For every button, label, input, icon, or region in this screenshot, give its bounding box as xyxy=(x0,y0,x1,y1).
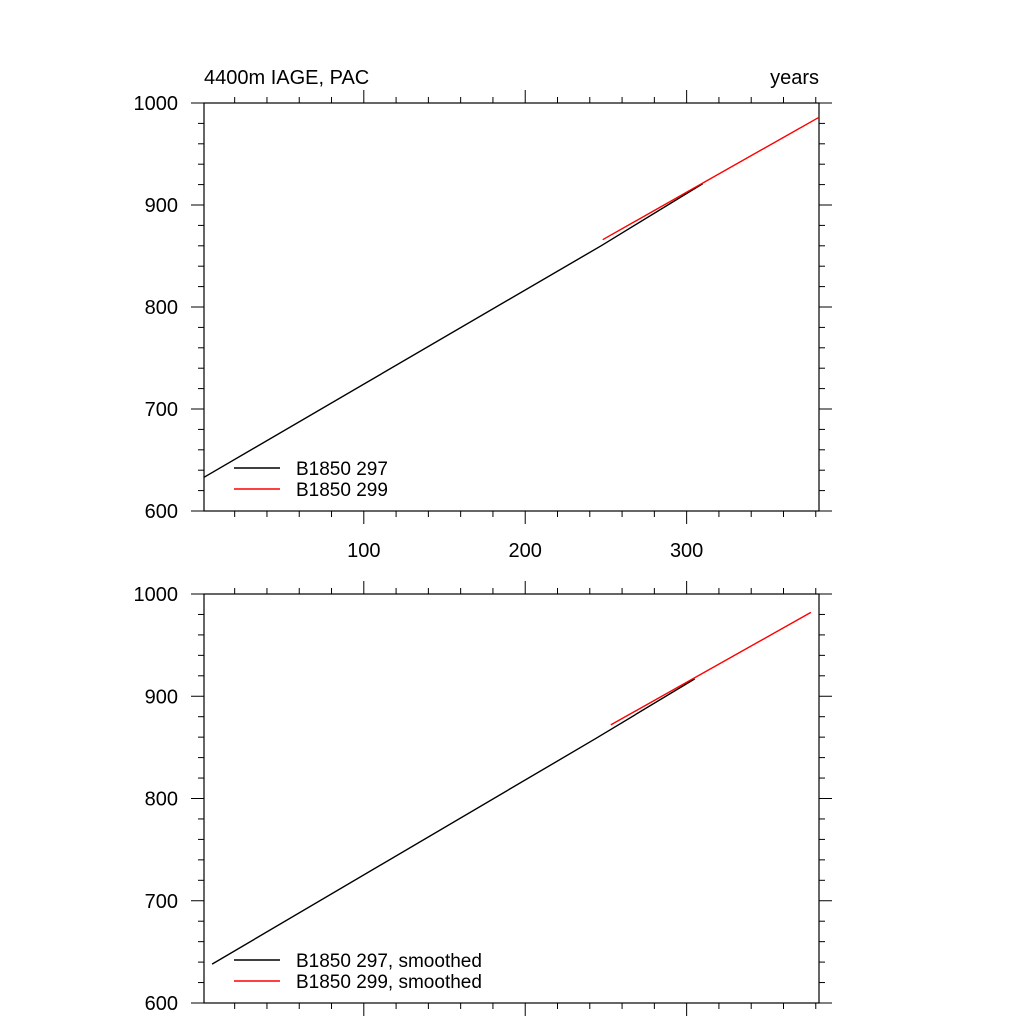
y-tick-label: 700 xyxy=(145,891,178,913)
series-line-2 xyxy=(610,611,812,726)
x-tick-label: 200 xyxy=(509,540,542,562)
y-tick-label: 600 xyxy=(145,501,178,523)
y-tick-label: 900 xyxy=(145,195,178,217)
chart-panel-2: 600 700 800 900 1000 B1850 297, smoothedB1850… xyxy=(134,581,832,1016)
legend-label-1: B1850 297 xyxy=(296,459,388,480)
y-tick-label: 800 xyxy=(145,789,178,811)
y-tick-label: 900 xyxy=(145,686,178,708)
legend-label-2: B1850 299, smoothed xyxy=(296,972,482,993)
y-tick-label: 600 xyxy=(145,993,178,1015)
x-tick-label: 300 xyxy=(670,540,703,562)
chart-panel-1: 600 700 800 900 1000 100 200 300 4400m IAGE, PAC… xyxy=(134,67,832,562)
y-tick-label: 1000 xyxy=(134,584,179,606)
y-tick-label: 700 xyxy=(145,399,178,421)
series-line-2 xyxy=(602,116,820,241)
x-tick-label: 100 xyxy=(347,540,380,562)
y-tick-label: 800 xyxy=(145,297,178,319)
chart-title-right: years xyxy=(770,67,819,89)
legend-label-2: B1850 299 xyxy=(296,480,388,501)
legend-label-1: B1850 297, smoothed xyxy=(296,951,482,972)
plot-frame xyxy=(203,593,820,1004)
plot-frame xyxy=(203,102,820,512)
chart-title: 4400m IAGE, PAC xyxy=(204,67,369,89)
y-tick-label: 1000 xyxy=(134,93,179,115)
series-line-1 xyxy=(211,678,696,965)
series-line-1 xyxy=(203,183,704,478)
